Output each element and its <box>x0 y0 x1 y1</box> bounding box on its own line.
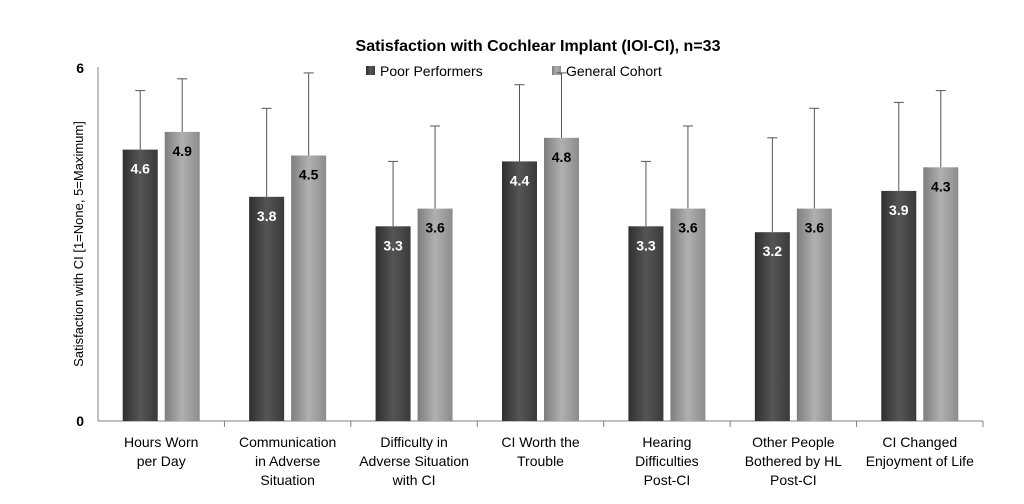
category-label: Situation <box>260 472 314 488</box>
data-label: 4.4 <box>510 172 530 188</box>
bar-poor-performers <box>502 161 537 421</box>
category-label: CI Changed <box>882 434 957 450</box>
data-label: 3.8 <box>257 208 277 224</box>
bar-poor-performers <box>122 149 158 421</box>
legend-label-poor-performers: Poor Performers <box>380 63 483 79</box>
bar-general-cohort <box>544 137 579 422</box>
y-tick-label-bottom: 0 <box>76 413 84 429</box>
category-label: Trouble <box>517 453 564 469</box>
legend: Poor Performers General Cohort <box>366 63 662 79</box>
data-label: 4.3 <box>931 178 951 194</box>
bar-poor-performers <box>249 196 285 421</box>
category-label: Post-CI <box>770 472 817 488</box>
data-label: 3.3 <box>383 237 403 253</box>
data-label: 4.9 <box>172 143 192 159</box>
data-label: 4.5 <box>299 167 319 183</box>
category-label: CI Worth the <box>501 434 580 450</box>
legend-swatch-general-cohort <box>552 66 561 75</box>
category-label: Hours Worn <box>124 434 198 450</box>
category-label: Difficulties <box>635 453 699 469</box>
data-label: 3.2 <box>763 243 783 259</box>
bar-poor-performers <box>628 226 664 421</box>
data-label: 3.6 <box>678 220 698 236</box>
data-label: 3.9 <box>889 202 909 218</box>
bar-poor-performers <box>375 226 411 421</box>
data-label: 4.8 <box>552 149 572 165</box>
bar-general-cohort <box>670 208 706 421</box>
data-label: 3.6 <box>805 220 825 236</box>
category-label: Hearing <box>642 434 691 450</box>
bars-group: 4.6 4.9 3.8 4.5 3.3 3.6 4.4 4.8 3.3 3.6 3.2 3.6 3.9 4… <box>122 72 984 427</box>
y-axis-label: Satisfaction with CI [1=None, 5=Maximum] <box>71 121 86 367</box>
category-label: Post-CI <box>644 472 691 488</box>
legend-label-general-cohort: General Cohort <box>566 63 662 79</box>
data-label: 3.3 <box>636 237 656 253</box>
legend-swatch-poor-performers <box>366 66 375 75</box>
bar-poor-performers <box>881 190 917 421</box>
category-label: Enjoyment of Life <box>866 453 974 469</box>
category-labels: Hours Worn per Day Communication in Adverse… <box>124 434 974 488</box>
category-label: per Day <box>137 453 186 469</box>
category-label: in Adverse <box>255 453 321 469</box>
category-label: Other People <box>752 434 835 450</box>
bar-general-cohort <box>291 155 327 421</box>
bar-general-cohort <box>417 208 453 421</box>
category-label: Difficulty in <box>380 434 447 450</box>
y-tick-label-top: 6 <box>76 60 84 76</box>
category-label: with CI <box>392 472 436 488</box>
category-label: Bothered by HL <box>745 453 842 469</box>
bar-general-cohort <box>923 167 959 421</box>
chart-title: Satisfaction with Cochlear Implant (IOI-… <box>356 38 721 55</box>
category-label: Communication <box>239 434 336 450</box>
category-label: Adverse Situation <box>359 453 469 469</box>
bar-general-cohort <box>796 208 832 421</box>
data-label: 4.6 <box>130 161 150 177</box>
bar-general-cohort <box>164 131 200 421</box>
bar-poor-performers <box>754 232 790 421</box>
data-label: 3.6 <box>425 220 445 236</box>
